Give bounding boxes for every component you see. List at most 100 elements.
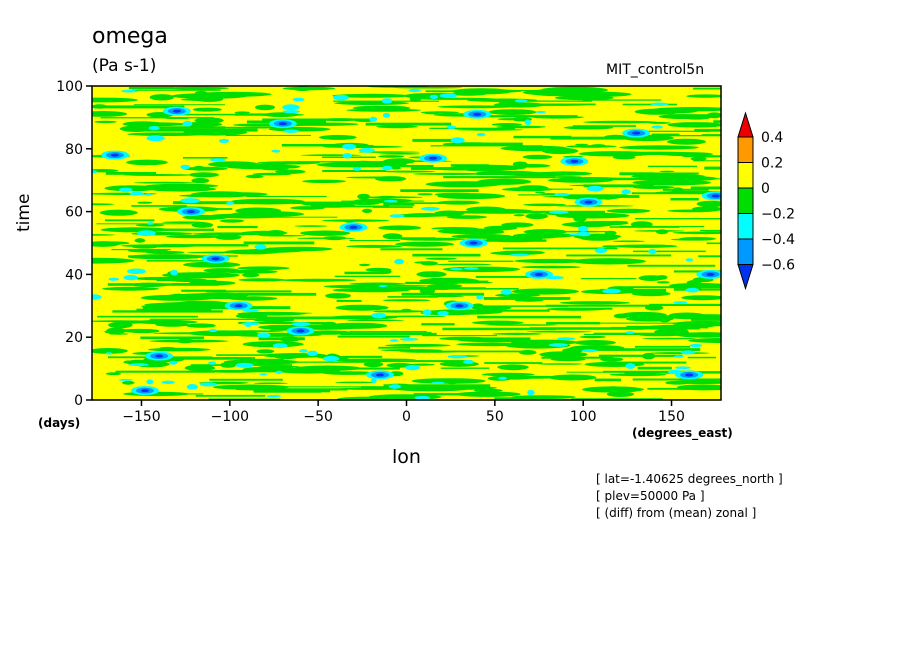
contour-streak — [397, 202, 469, 204]
contour-streak — [442, 327, 556, 331]
contour-band — [410, 363, 435, 366]
contour-streak — [693, 381, 721, 383]
x-tick-label: 0 — [402, 409, 411, 425]
contour-band — [133, 181, 195, 184]
contour-band — [499, 365, 528, 371]
contour-band — [501, 187, 554, 192]
contour-band — [319, 134, 357, 140]
contour-streak — [195, 394, 266, 397]
contour-band — [92, 169, 119, 173]
note-pressure-level: [ plev=50000 Pa ] — [596, 489, 705, 503]
colorbar-label: −0.6 — [761, 258, 795, 274]
contour-band — [619, 145, 699, 150]
contour-band — [126, 329, 160, 334]
contour-band — [346, 319, 405, 322]
contour-band — [332, 93, 410, 98]
contour-band — [473, 388, 503, 393]
contour-band — [257, 234, 306, 237]
contour-band — [454, 128, 524, 131]
contour-band — [375, 176, 407, 182]
feature-center — [186, 210, 195, 214]
contour-streak — [425, 350, 533, 353]
contour-band — [670, 238, 706, 241]
contour-streak — [598, 354, 683, 357]
contour-patch — [123, 275, 138, 281]
contour-streak — [466, 89, 565, 92]
contour-streak — [105, 172, 157, 175]
contour-streak — [344, 367, 400, 370]
contour-band — [672, 320, 721, 327]
contour-streak — [170, 393, 204, 395]
contour-streak — [713, 120, 721, 123]
contour-streak — [541, 356, 614, 359]
feature-center — [584, 200, 593, 204]
contour-band — [521, 265, 581, 269]
contour-streak — [693, 385, 721, 388]
contour-band — [442, 266, 521, 273]
contour-band — [237, 266, 290, 271]
contour-band — [547, 177, 614, 183]
contour-patch — [108, 277, 120, 281]
contour-band — [642, 337, 696, 340]
contour-band — [612, 240, 646, 243]
contour-band — [334, 381, 376, 384]
contour-patch — [602, 288, 621, 294]
contour-patch — [342, 153, 353, 159]
contour-band — [409, 96, 422, 102]
contour-streak — [453, 143, 513, 145]
contour-band — [122, 380, 135, 385]
contour-band — [416, 271, 447, 278]
contour-band — [92, 241, 120, 247]
contour-streak — [546, 322, 600, 325]
contour-streak — [259, 216, 338, 218]
contour-streak — [454, 280, 489, 283]
contour-streak — [704, 231, 721, 233]
contour-streak — [535, 188, 573, 190]
contour-band — [609, 373, 667, 377]
contour-patch — [554, 192, 570, 197]
contour-streak — [148, 297, 259, 299]
contour-streak — [450, 164, 489, 167]
y-tick-label: 100 — [56, 79, 83, 95]
feature-center — [535, 272, 544, 276]
contour-patch — [291, 322, 311, 327]
contour-band — [166, 234, 223, 239]
contour-band — [192, 107, 222, 112]
contour-streak — [651, 133, 680, 137]
contour-streak — [412, 138, 456, 142]
contour-patch — [674, 366, 691, 370]
contour-band — [92, 234, 116, 236]
contour-patch — [439, 93, 457, 99]
contour-band — [613, 313, 630, 319]
contour-patch — [509, 253, 530, 257]
contour-streak — [624, 372, 681, 374]
contour-band — [389, 166, 401, 170]
contour-patch — [650, 102, 669, 106]
contour-patch — [527, 389, 535, 396]
contour-band — [606, 391, 635, 398]
contour-band — [492, 332, 542, 335]
contour-band — [681, 295, 721, 301]
contour-band — [255, 104, 275, 111]
contour-band — [582, 386, 644, 393]
contour-band — [147, 347, 211, 352]
contour-band — [491, 123, 523, 126]
contour-streak — [341, 200, 424, 202]
contour-band — [191, 177, 210, 184]
contour-streak — [336, 300, 362, 302]
contour-band — [280, 278, 357, 282]
contour-band — [135, 223, 165, 227]
contour-patch — [673, 301, 688, 304]
contour-streak — [342, 355, 383, 358]
contour-band — [108, 333, 129, 335]
contour-patch — [378, 285, 388, 288]
contour-patch — [105, 352, 113, 355]
contour-band — [92, 97, 138, 103]
contour-streak — [380, 248, 443, 251]
contour-streak — [637, 366, 672, 370]
contour-patch — [146, 135, 165, 142]
contour-patch — [129, 191, 144, 196]
contour-streak — [234, 113, 286, 116]
contour-streak — [128, 87, 174, 90]
